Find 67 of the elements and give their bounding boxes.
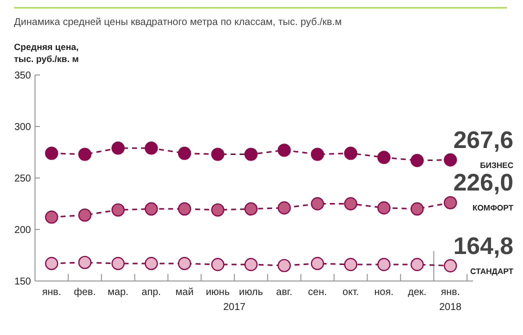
x-tick-label: мар.: [108, 287, 128, 298]
series-label: СТАНДАРТ: [470, 266, 514, 276]
x-tick-label: июль: [239, 287, 263, 298]
text: 2017: [223, 302, 246, 313]
point: [278, 258, 291, 272]
y-axis-title: Средняя цена, тыс. руб./кв. м: [14, 42, 80, 64]
point: [410, 202, 424, 216]
point: [377, 201, 391, 214]
point: [178, 256, 192, 270]
point: [178, 202, 192, 216]
point: [144, 142, 158, 155]
point: [111, 203, 125, 217]
text: 2018: [439, 302, 462, 313]
point: [144, 202, 158, 216]
point: [45, 146, 58, 160]
y-tick-label: 250: [14, 174, 32, 184]
point: [377, 258, 391, 272]
chart-title: Динамика средней цены квадратного метра по классам, тыс. руб./кв.м: [14, 17, 342, 28]
point: [444, 153, 457, 166]
point: [211, 148, 224, 161]
x-tick-label: авг.: [276, 287, 292, 298]
point: [410, 154, 424, 168]
point: [244, 202, 258, 216]
point: [111, 256, 125, 270]
point: [444, 196, 457, 210]
point: [344, 197, 358, 210]
point: [78, 256, 92, 270]
x-tick-label: апр.: [142, 287, 161, 298]
point: [344, 258, 358, 272]
point: [211, 258, 224, 272]
point: [244, 148, 258, 161]
x-tick-label: май: [176, 287, 194, 298]
point: [178, 146, 192, 160]
x-tick-label: янв.: [42, 287, 62, 298]
data-label: 164,8: [453, 232, 514, 260]
point: [310, 256, 324, 270]
x-tick-label: сен.: [308, 287, 327, 298]
point: [278, 201, 291, 214]
point: [78, 208, 92, 222]
x-tick-label: окт.: [342, 287, 359, 298]
point: [244, 258, 258, 272]
point: [377, 150, 391, 164]
y-tick-label: 150: [14, 276, 32, 288]
y-tick-label: 200: [14, 225, 32, 236]
text: БИЗНЕС: [480, 160, 514, 170]
data-label: 226,0: [453, 170, 514, 197]
point: [310, 148, 324, 161]
x-tick-label: июнь: [206, 287, 230, 298]
x-tick-label: ноя.: [374, 287, 394, 298]
data-label: 267,6: [453, 126, 514, 154]
y-tick-label: 300: [14, 122, 32, 133]
x-tick-label: дек.: [408, 287, 426, 298]
point: [444, 259, 457, 272]
point: [45, 210, 58, 224]
point: [78, 148, 92, 161]
text: КОМФОРТ: [472, 204, 514, 213]
y-tick-label: 350: [14, 70, 32, 82]
point: [144, 256, 158, 270]
point: [344, 146, 358, 160]
point: [211, 203, 224, 217]
x-tick-label: фев.: [74, 287, 96, 298]
x-tick-label: янв.: [440, 287, 460, 298]
point: [278, 144, 291, 157]
point: [45, 256, 58, 270]
point: [111, 142, 125, 155]
point: [310, 197, 324, 210]
point: [410, 258, 424, 272]
